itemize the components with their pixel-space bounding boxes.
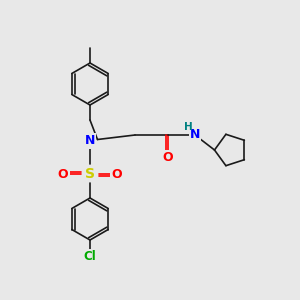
Text: O: O (163, 151, 173, 164)
Text: N: N (85, 134, 95, 148)
Text: O: O (58, 167, 68, 181)
Text: N: N (190, 128, 200, 142)
Text: H: H (184, 122, 193, 133)
Text: Cl: Cl (84, 250, 96, 263)
Text: S: S (85, 167, 95, 181)
Text: O: O (112, 167, 122, 181)
